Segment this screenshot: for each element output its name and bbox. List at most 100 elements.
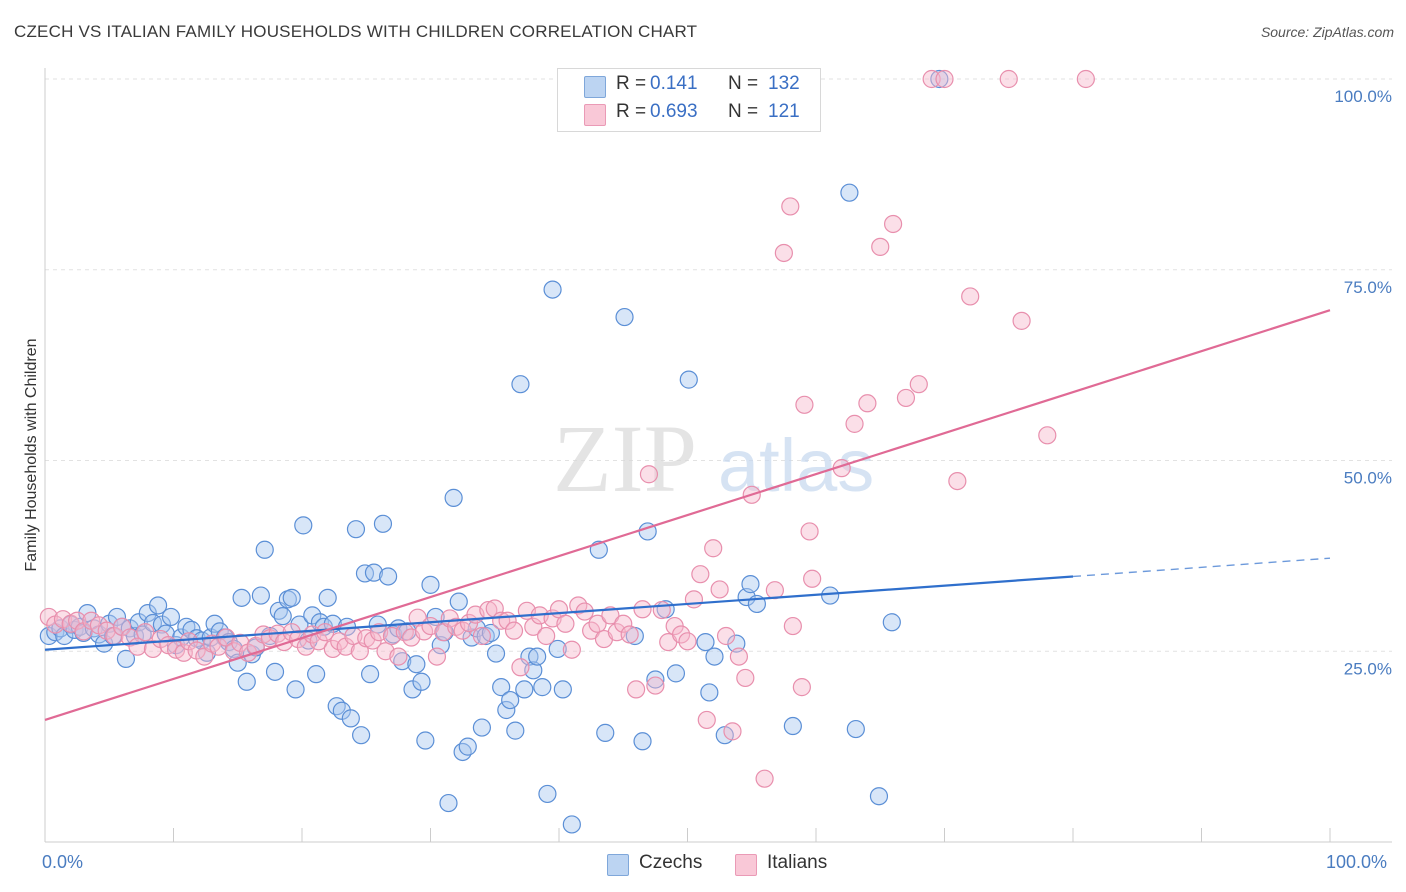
watermark-zip: ZIP: [553, 405, 697, 512]
czechs-point: [497, 700, 516, 720]
italians-point: [626, 680, 646, 699]
czechs-point: [501, 690, 520, 710]
czechs-point: [303, 606, 322, 625]
italians-point: [1038, 426, 1057, 445]
czechs-point: [177, 617, 196, 636]
italians-n-key: N =: [728, 101, 759, 122]
italians-point: [691, 565, 710, 584]
italians-point: [504, 621, 524, 640]
italians-point: [922, 69, 941, 89]
italians-point: [601, 606, 620, 625]
italians-point: [620, 625, 639, 644]
czechs-point: [543, 280, 562, 299]
watermark-atlas: atlas: [718, 424, 874, 507]
czechs-point: [553, 680, 572, 699]
y-tick-label: 75.0%: [1344, 278, 1392, 297]
czechs-point: [666, 664, 686, 683]
czechs-trend-line: [44, 575, 1074, 651]
italians-point: [803, 569, 822, 588]
czechs-point: [538, 784, 557, 804]
italians-point: [143, 639, 163, 659]
italians-legend-label: Italians: [767, 852, 828, 873]
czechs-point: [412, 672, 431, 691]
x-tick-max: 100.0%: [1326, 852, 1388, 872]
italians-point: [948, 472, 967, 491]
italians-point: [614, 614, 633, 633]
czechs-legend-label: Czechs: [639, 852, 703, 873]
czechs-point: [783, 716, 802, 736]
czechs-point: [492, 678, 511, 697]
czechs-r-key: R =: [616, 73, 647, 94]
czechs-point: [407, 655, 426, 674]
czechs-n-value: 132: [768, 73, 800, 94]
italians-point: [858, 394, 877, 413]
czechs-swatch: [584, 76, 606, 98]
czechs-point: [596, 723, 615, 742]
italians-point: [999, 69, 1018, 89]
italians-point: [179, 632, 199, 651]
italians-point: [845, 414, 864, 433]
italians-point: [697, 710, 716, 730]
italians-point: [774, 243, 793, 263]
czechs-point: [533, 678, 552, 697]
italians-point: [883, 214, 903, 234]
czechs-point: [107, 607, 127, 627]
czechs-point: [352, 726, 371, 745]
czechs-point: [705, 647, 724, 666]
czechs-point: [700, 683, 719, 702]
italians-point: [639, 465, 659, 484]
italians-point: [684, 590, 704, 609]
czechs-point: [548, 639, 567, 659]
italians-point: [736, 668, 755, 688]
czechs-point: [696, 632, 715, 652]
italians-r-value: 0.693: [650, 101, 698, 122]
italians-point: [556, 614, 575, 633]
czechs-point: [265, 662, 285, 681]
y-tick-label: 100.0%: [1334, 87, 1392, 106]
italians-point: [646, 676, 665, 695]
czechs-point: [882, 613, 901, 632]
italians-point: [704, 539, 723, 558]
italians-r-key: R =: [616, 101, 647, 122]
italians-point: [231, 633, 250, 652]
czechs-point: [361, 665, 380, 684]
czechs-n-key: N =: [728, 73, 759, 94]
italians-point: [723, 722, 742, 741]
czechs-point: [679, 370, 698, 389]
czechs-point: [251, 586, 270, 605]
czechs-point: [138, 603, 157, 623]
czechs-point: [286, 680, 305, 699]
czechs-point: [930, 69, 949, 89]
trend-lines: [44, 309, 1331, 721]
czechs-point: [511, 375, 530, 394]
czechs-point: [273, 607, 292, 626]
series-legend: Czechs Italians: [0, 852, 1406, 878]
italians-point: [800, 522, 819, 541]
italians-point: [427, 647, 447, 666]
czechs-point: [148, 596, 168, 615]
italians-point: [671, 625, 691, 644]
italians-point: [896, 388, 916, 408]
italians-point: [792, 678, 811, 697]
correlation-legend: R = 0.141 N = 132 R = 0.693 N = 121: [557, 68, 821, 132]
italians-point: [453, 621, 472, 640]
czechs-point: [515, 680, 534, 699]
czechs-point: [237, 672, 256, 691]
italians-point: [537, 626, 556, 646]
czechs-point: [449, 592, 468, 611]
italians-point: [909, 375, 928, 394]
czechs-point: [615, 307, 634, 327]
italians-point: [871, 237, 890, 256]
czechs-point: [341, 709, 360, 728]
italians-point: [781, 197, 800, 216]
italians-point: [755, 769, 774, 788]
italians-point: [68, 611, 87, 630]
czechs-point: [255, 540, 274, 559]
italians-point: [1076, 69, 1095, 89]
czechs-trend-extension: [1072, 557, 1331, 578]
italians-point: [935, 69, 954, 89]
czechs-point: [472, 718, 491, 737]
y-tick-label: 25.0%: [1344, 659, 1392, 678]
italians-legend-swatch: [735, 854, 757, 876]
